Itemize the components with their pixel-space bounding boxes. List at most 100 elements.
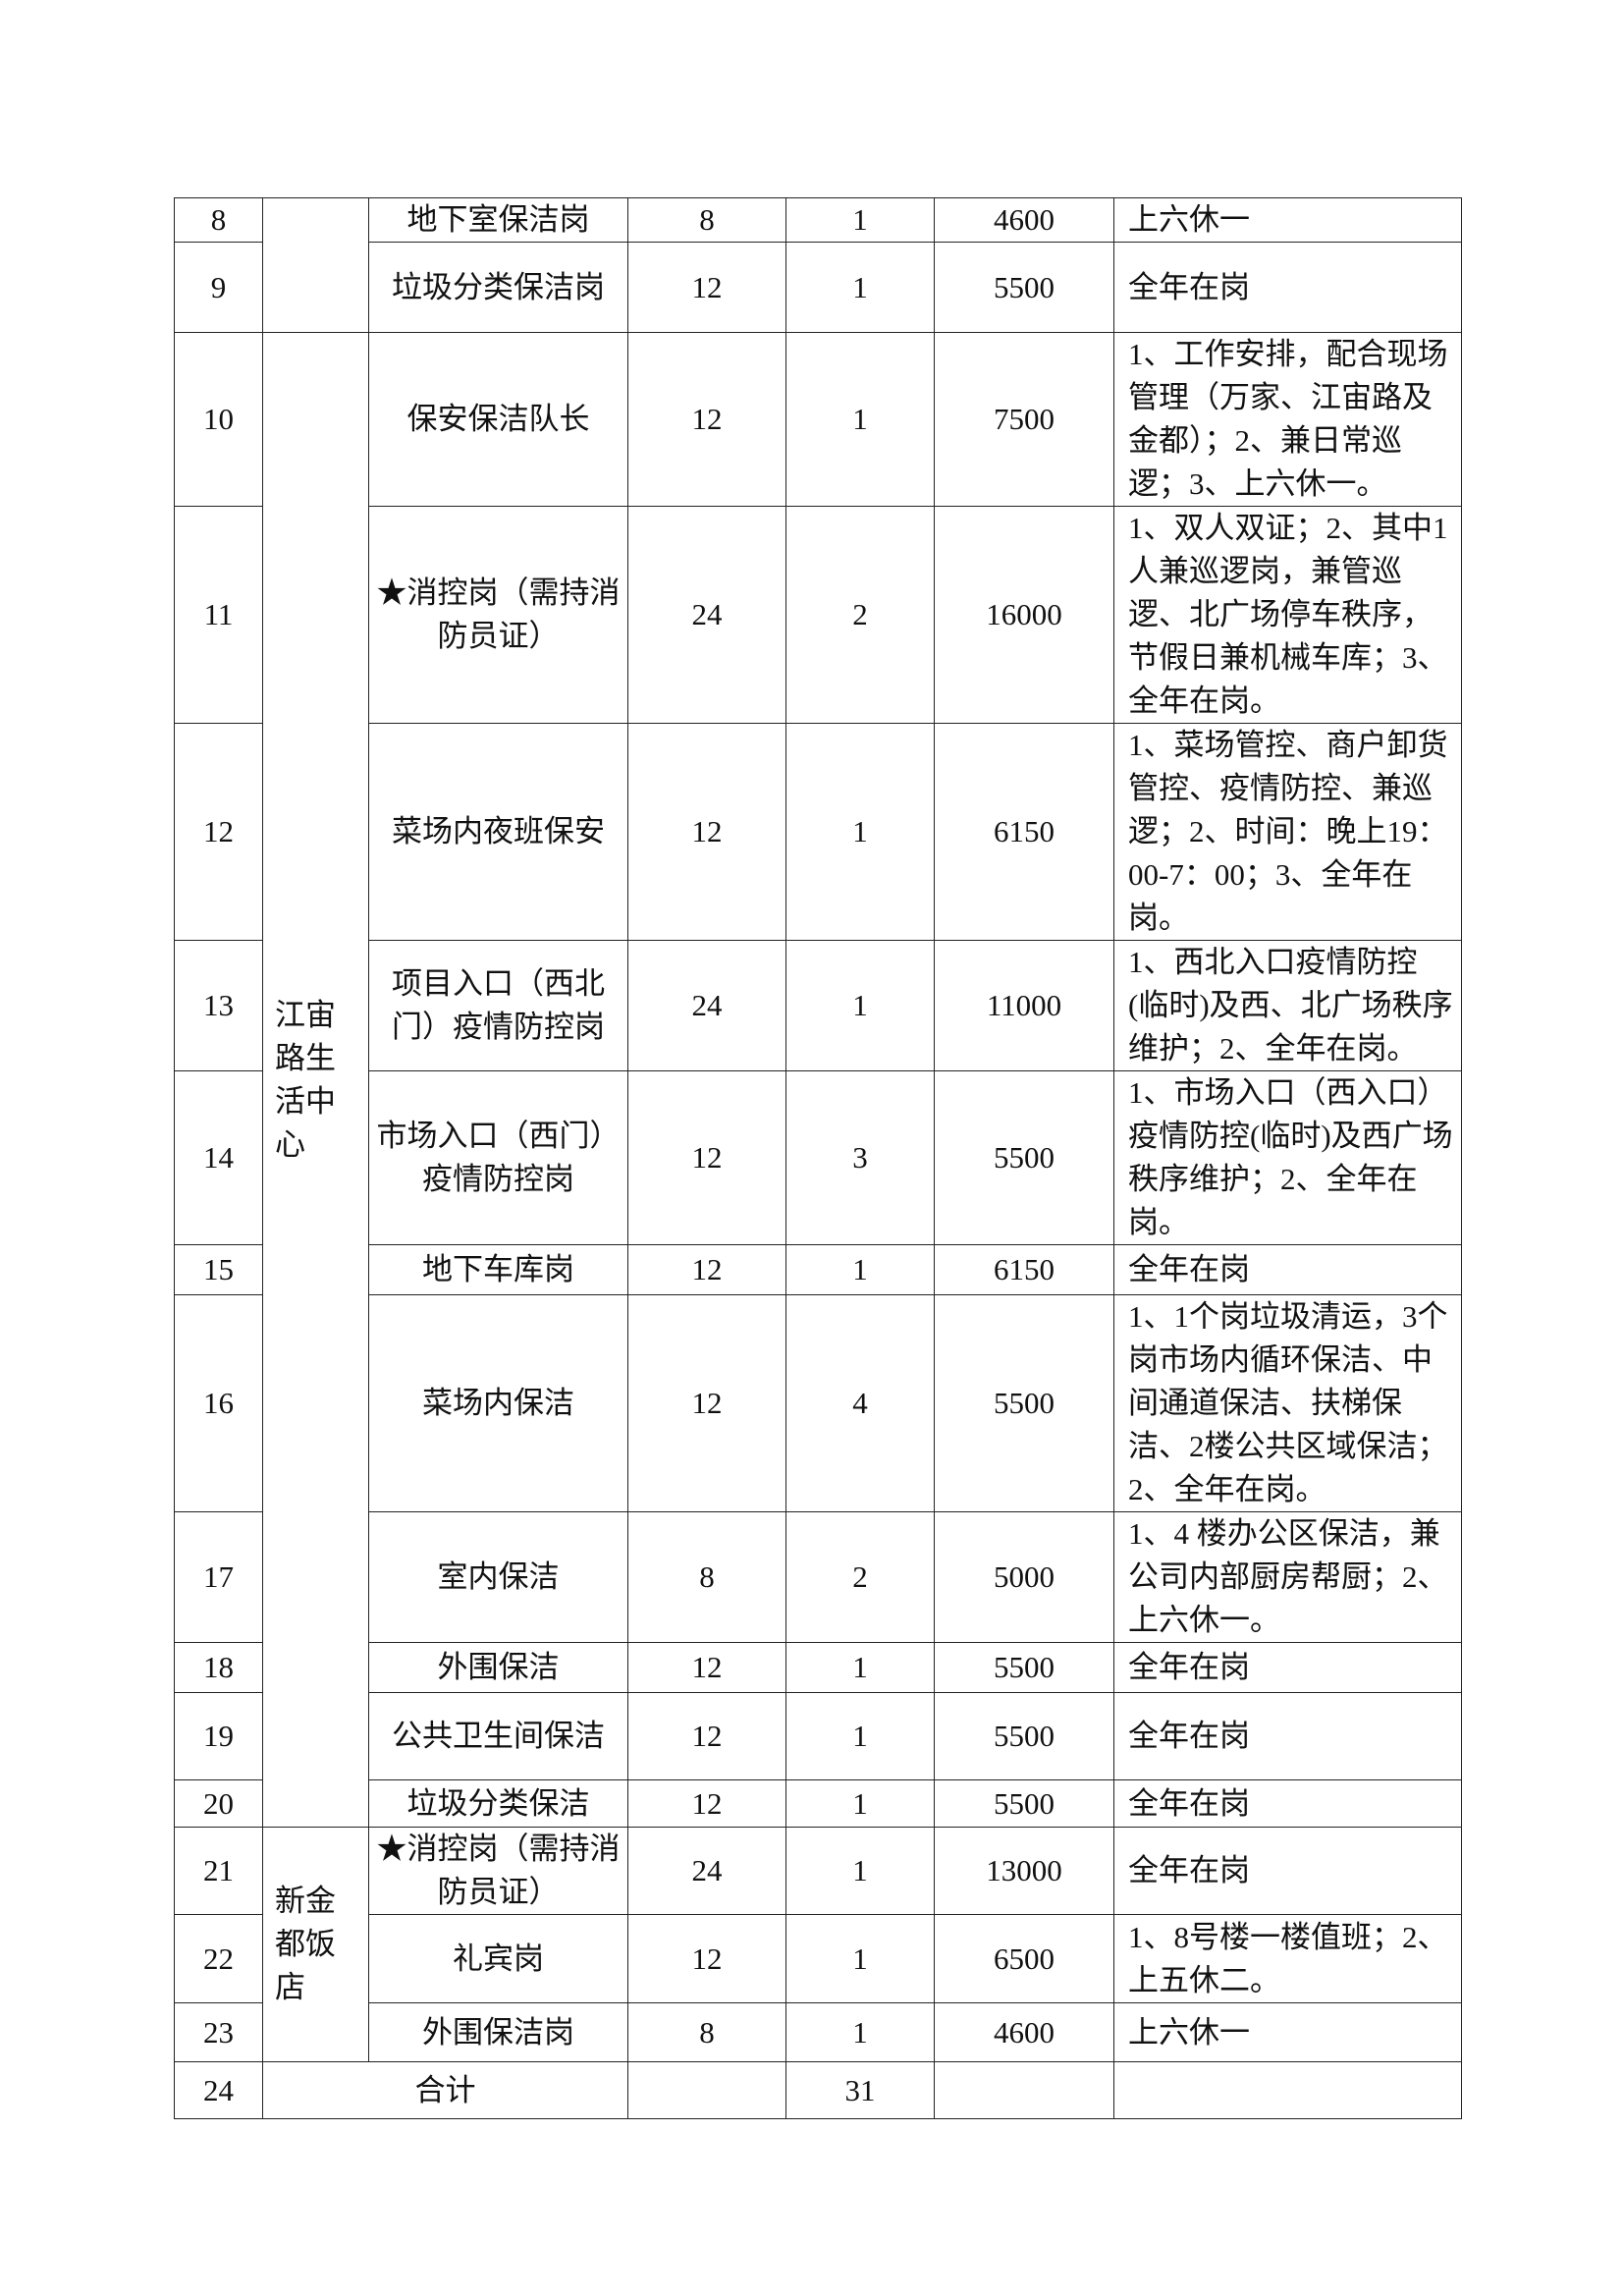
hours: 8 — [627, 1511, 786, 1643]
post-name: 保安保洁队长 — [368, 332, 628, 507]
headcount: 2 — [785, 506, 935, 724]
post-name: 礼宾岗 — [368, 1914, 628, 2003]
hours: 24 — [627, 940, 786, 1071]
table-row: 20 垃圾分类保洁 12 1 5500 全年在岗 — [174, 1779, 1462, 1828]
note: 1、双人双证；2、其中1人兼巡逻岗，兼管巡逻、北广场停车秩序，节假日兼机械车库；… — [1113, 506, 1462, 724]
row-number: 16 — [174, 1294, 263, 1512]
table-body: 8 地下室保洁岗 8 1 4600 上六休一 9 垃圾分类保洁岗 12 1 5500 全年在岗 10 江宙… — [174, 197, 1462, 2119]
salary: 5500 — [934, 1642, 1114, 1693]
post-name: 市场入口（西门）疫情防控岗 — [368, 1070, 628, 1245]
row-number: 12 — [174, 723, 263, 941]
headcount: 3 — [785, 1070, 935, 1245]
row-number: 14 — [174, 1070, 263, 1245]
headcount: 2 — [785, 1511, 935, 1643]
note: 1、市场入口（西入口）疫情防控(临时)及西广场秩序维护；2、全年在岗。 — [1113, 1070, 1462, 1245]
row-number: 23 — [174, 2002, 263, 2062]
row-number: 11 — [174, 506, 263, 724]
note: 上六休一 — [1113, 197, 1462, 243]
note — [1113, 2061, 1462, 2119]
hours: 8 — [627, 2002, 786, 2062]
note: 1、1个岗垃圾清运，3个岗市场内循环保洁、中间通道保洁、扶梯保洁、2楼公共区域保… — [1113, 1294, 1462, 1512]
table-row: 22 礼宾岗 12 1 6500 1、8号楼一楼值班；2、上五休二。 — [174, 1914, 1462, 2003]
staff-table: 8 地下室保洁岗 8 1 4600 上六休一 9 垃圾分类保洁岗 12 1 5500 全年在岗 10 江宙… — [174, 197, 1462, 2119]
headcount: 1 — [785, 332, 935, 507]
row-number: 21 — [174, 1827, 263, 1915]
hours: 12 — [627, 1294, 786, 1512]
total-row: 24 合计 31 — [174, 2061, 1462, 2119]
post-name: 外围保洁岗 — [368, 2002, 628, 2062]
table-row: 19 公共卫生间保洁 12 1 5500 全年在岗 — [174, 1692, 1462, 1780]
salary: 5500 — [934, 1692, 1114, 1780]
post-name: ★消控岗（需持消防员证） — [368, 1827, 628, 1915]
row-number: 9 — [174, 242, 263, 333]
headcount: 1 — [785, 940, 935, 1071]
post-name: ★消控岗（需持消防员证） — [368, 506, 628, 724]
hours: 24 — [627, 506, 786, 724]
headcount: 1 — [785, 242, 935, 333]
headcount: 1 — [785, 1642, 935, 1693]
table-row: 21 新金都饭店 ★消控岗（需持消防员证） 24 1 13000 全年在岗 — [174, 1827, 1462, 2062]
headcount: 1 — [785, 723, 935, 941]
note: 上六休一 — [1113, 2002, 1462, 2062]
post-name: 地下车库岗 — [368, 1244, 628, 1295]
note: 1、4 楼办公区保洁，兼公司内部厨房帮厨；2、上六休一。 — [1113, 1511, 1462, 1643]
hours: 12 — [627, 1244, 786, 1295]
post-name: 菜场内保洁 — [368, 1294, 628, 1512]
headcount: 1 — [785, 1692, 935, 1780]
table-row: 11 ★消控岗（需持消防员证） 24 2 16000 1、双人双证；2、其中1人兼巡逻岗，… — [174, 506, 1462, 724]
hours: 8 — [627, 197, 786, 243]
hours: 12 — [627, 1692, 786, 1780]
salary: 13000 — [934, 1827, 1114, 1915]
salary: 5500 — [934, 1779, 1114, 1828]
post-name: 公共卫生间保洁 — [368, 1692, 628, 1780]
hours: 12 — [627, 1914, 786, 2003]
note: 全年在岗 — [1113, 242, 1462, 333]
table-row: 23 外围保洁岗 8 1 4600 上六休一 — [174, 2002, 1462, 2062]
hours: 12 — [627, 1779, 786, 1828]
salary: 5500 — [934, 1294, 1114, 1512]
table-row: 18 外围保洁 12 1 5500 全年在岗 — [174, 1642, 1462, 1693]
salary: 11000 — [934, 940, 1114, 1071]
hours: 12 — [627, 1642, 786, 1693]
table-row: 13 项目入口（西北门）疫情防控岗 24 1 11000 1、西北入口疫情防控(临时)及西… — [174, 940, 1462, 1071]
headcount: 4 — [785, 1294, 935, 1512]
total-count: 31 — [785, 2061, 935, 2119]
salary: 5500 — [934, 1070, 1114, 1245]
salary: 5000 — [934, 1511, 1114, 1643]
table-row: 10 江宙路生活中心 保安保洁队长 12 1 7500 1、工作安排，配合现场管理（万家、江… — [174, 332, 1462, 1828]
salary: 6500 — [934, 1914, 1114, 2003]
table-row: 14 市场入口（西门）疫情防控岗 12 3 5500 1、市场入口（西入口）疫情防控(临时… — [174, 1070, 1462, 1245]
note: 全年在岗 — [1113, 1244, 1462, 1295]
post-name: 垃圾分类保洁岗 — [368, 242, 628, 333]
hours: 12 — [627, 242, 786, 333]
post-name: 外围保洁 — [368, 1642, 628, 1693]
post-name: 垃圾分类保洁 — [368, 1779, 628, 1828]
salary: 6150 — [934, 1244, 1114, 1295]
salary: 16000 — [934, 506, 1114, 724]
total-label: 合计 — [262, 2061, 628, 2119]
table-row: 17 室内保洁 8 2 5000 1、4 楼办公区保洁，兼公司内部厨房帮厨；2、上六休一。 — [174, 1511, 1462, 1643]
salary: 4600 — [934, 2002, 1114, 2062]
table-row: 16 菜场内保洁 12 4 5500 1、1个岗垃圾清运，3个岗市场内循环保洁、中间通道保… — [174, 1294, 1462, 1512]
row-number: 22 — [174, 1914, 263, 2003]
headcount: 1 — [785, 1827, 935, 1915]
row-number: 10 — [174, 332, 263, 507]
table-row: 9 垃圾分类保洁岗 12 1 5500 全年在岗 — [174, 242, 1462, 333]
note: 1、工作安排，配合现场管理（万家、江宙路及金都）；2、兼日常巡逻；3、上六休一。 — [1113, 332, 1462, 507]
salary: 5500 — [934, 242, 1114, 333]
row-number: 13 — [174, 940, 263, 1071]
note: 1、菜场管控、商户卸货管控、疫情防控、兼巡逻；2、时间：晚上19：00-7：00… — [1113, 723, 1462, 941]
post-name: 菜场内夜班保安 — [368, 723, 628, 941]
salary: 7500 — [934, 332, 1114, 507]
table-row: 8 地下室保洁岗 8 1 4600 上六休一 — [174, 197, 1462, 333]
headcount: 1 — [785, 1914, 935, 2003]
group-name — [262, 197, 369, 333]
hours — [627, 2061, 786, 2119]
table-row: 12 菜场内夜班保安 12 1 6150 1、菜场管控、商户卸货管控、疫情防控、兼巡逻；2… — [174, 723, 1462, 941]
note: 全年在岗 — [1113, 1642, 1462, 1693]
row-number: 19 — [174, 1692, 263, 1780]
note: 1、8号楼一楼值班；2、上五休二。 — [1113, 1914, 1462, 2003]
note: 全年在岗 — [1113, 1827, 1462, 1915]
note: 全年在岗 — [1113, 1779, 1462, 1828]
note: 全年在岗 — [1113, 1692, 1462, 1780]
